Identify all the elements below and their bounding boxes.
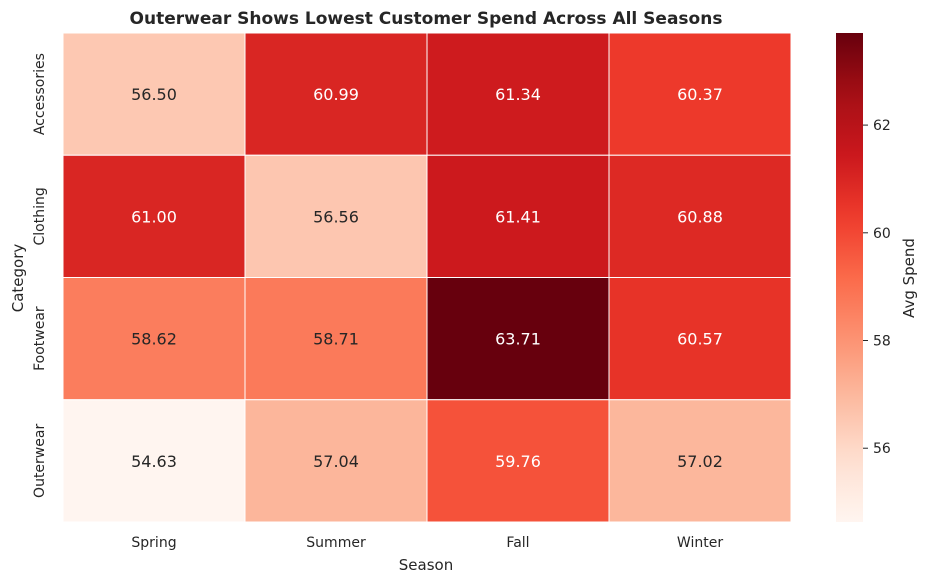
cell-value-label: 60.37 — [677, 85, 723, 104]
x-axis-label: Season — [399, 556, 453, 574]
heatmap-cell — [608, 32, 792, 156]
heatmap-cell — [244, 32, 428, 156]
heatmap-cell — [426, 32, 610, 156]
heatmap-cell — [244, 154, 428, 278]
colorbar-tick-label: 60 — [873, 226, 891, 242]
heatmap-cell — [608, 399, 792, 523]
y-tick-label: Outerwear — [32, 424, 48, 498]
heatmap-cell — [62, 32, 246, 156]
cell-value-label: 61.34 — [495, 85, 541, 104]
colorbar-tick-label: 58 — [873, 334, 891, 350]
heatmap-cell — [62, 154, 246, 278]
heatmap-cell — [426, 399, 610, 523]
heatmap-cell — [608, 154, 792, 278]
x-axis-ticks: Spring Summer Fall Winter — [131, 535, 723, 551]
y-axis-ticks: Accessories Clothing Footwear Outerwear — [32, 53, 48, 498]
heatmap-cell — [244, 399, 428, 523]
y-tick-label: Clothing — [32, 187, 48, 245]
x-tick-label: Fall — [506, 535, 529, 551]
cell-value-label: 63.71 — [495, 330, 541, 349]
y-tick-label: Accessories — [32, 53, 48, 135]
cell-value-label: 59.76 — [495, 452, 541, 471]
colorbar-tick-label: 62 — [873, 118, 891, 134]
cell-value-label: 57.04 — [313, 452, 359, 471]
heatmap-cell — [426, 154, 610, 278]
heatmap-cells — [62, 32, 792, 523]
cell-value-label: 56.56 — [313, 207, 359, 226]
colorbar-label: Avg Spend — [900, 238, 918, 318]
cell-value-label: 58.62 — [131, 330, 177, 349]
y-tick-label: Footwear — [32, 306, 48, 371]
heatmap-cell — [244, 277, 428, 401]
heatmap-cell — [62, 399, 246, 523]
cell-value-label: 60.99 — [313, 85, 359, 104]
cell-value-label: 54.63 — [131, 452, 177, 471]
colorbar — [836, 33, 863, 522]
cell-value-label: 57.02 — [677, 452, 723, 471]
heatmap-cell — [608, 277, 792, 401]
cell-value-label: 58.71 — [313, 330, 359, 349]
cell-value-label: 61.00 — [131, 207, 177, 226]
colorbar-ticks: 56 58 60 62 — [863, 118, 891, 457]
x-tick-label: Summer — [306, 535, 366, 551]
cell-value-label: 60.57 — [677, 330, 723, 349]
heatmap-cell-labels: 56.50 60.99 61.34 60.37 61.00 56.56 61.41 60.88… — [131, 85, 723, 471]
cell-value-label: 60.88 — [677, 207, 723, 226]
cell-value-label: 56.50 — [131, 85, 177, 104]
x-tick-label: Winter — [677, 535, 723, 551]
chart-title: Outerwear Shows Lowest Customer Spend Ac… — [130, 9, 723, 29]
colorbar-tick-label: 56 — [873, 441, 891, 457]
x-tick-label: Spring — [131, 535, 176, 551]
cell-value-label: 61.41 — [495, 207, 541, 226]
y-axis-label: Category — [9, 244, 27, 313]
